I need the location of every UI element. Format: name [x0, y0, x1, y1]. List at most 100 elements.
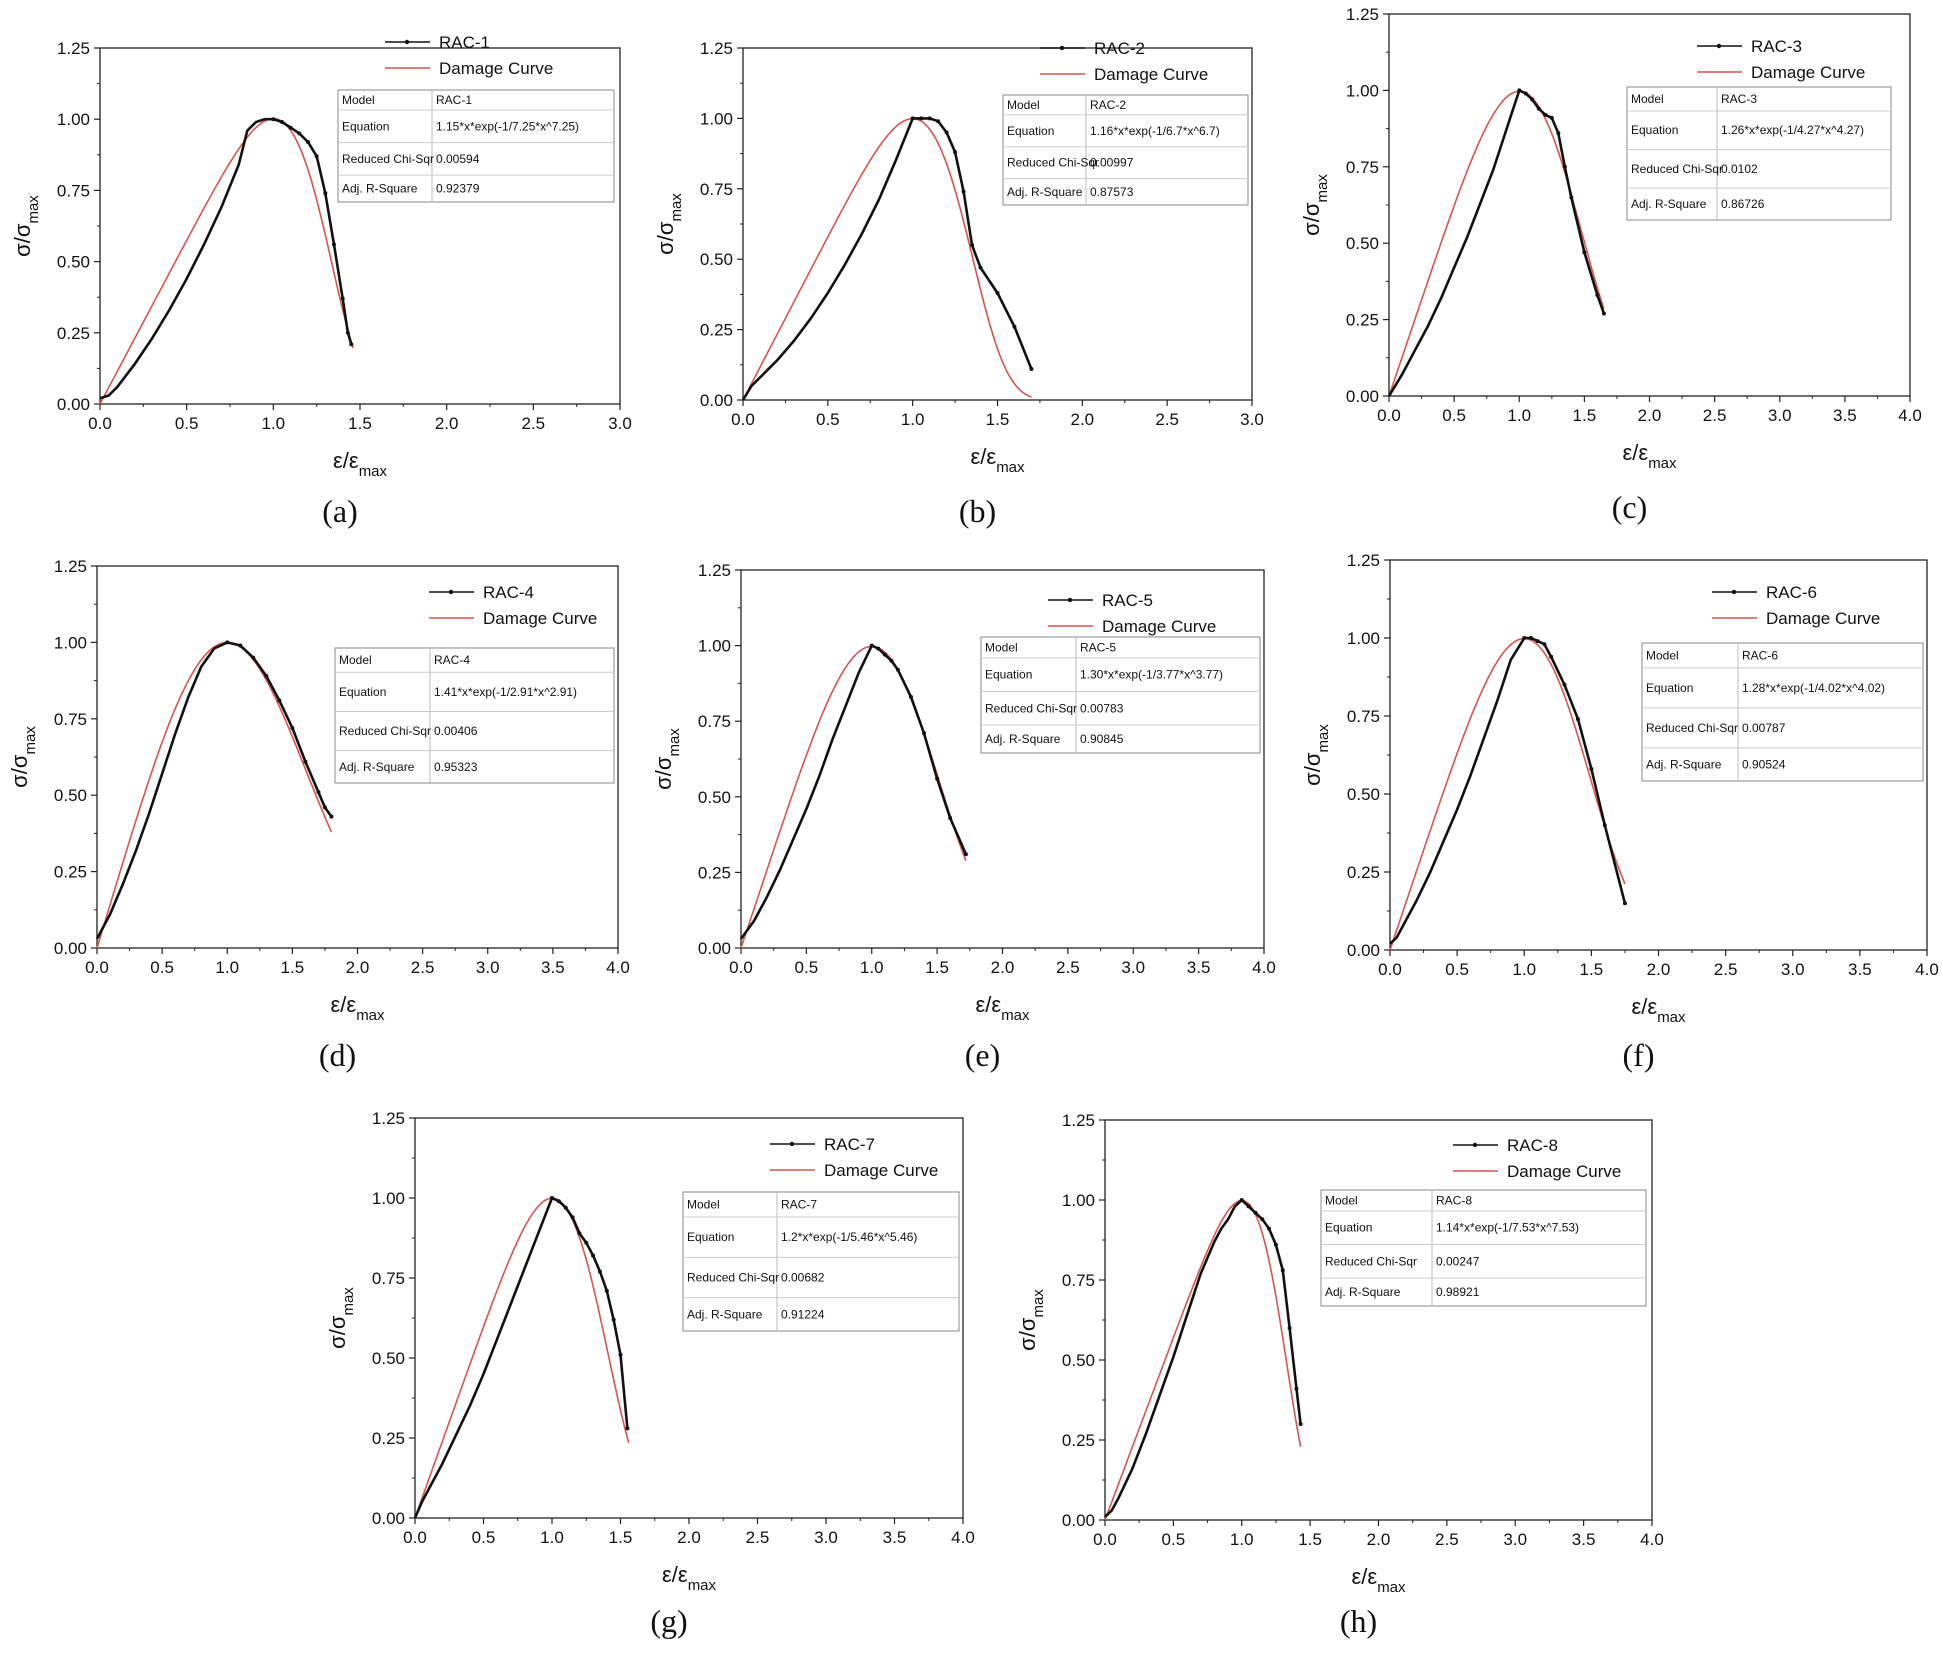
y-tick-label: 0.50 [372, 1349, 405, 1368]
stats-row-value: 0.00682 [781, 1270, 825, 1284]
y-axis-title-sub: max [1314, 174, 1331, 203]
x-tick-label: 1.5 [1573, 406, 1597, 425]
y-tick-label: 0.75 [372, 1269, 405, 1288]
x-tick-label: 3.0 [1781, 960, 1805, 979]
legend-label-series: RAC-3 [1751, 37, 1802, 56]
legend-marker [404, 39, 410, 45]
data-point [1549, 654, 1554, 659]
y-tick-label: 0.50 [57, 253, 90, 272]
x-axis-title-main: ε/ε [330, 992, 356, 1017]
y-tick-label: 0.00 [700, 391, 733, 410]
y-tick-label: 0.25 [1062, 1431, 1095, 1450]
data-point [936, 119, 941, 124]
stats-row-value: RAC-7 [781, 1198, 817, 1212]
x-tick-label: 2.0 [1647, 960, 1671, 979]
legend-label-damage: Damage Curve [824, 1161, 938, 1180]
data-point [306, 139, 310, 144]
data-point [591, 1253, 596, 1258]
stats-row-label: Reduced Chi-Sqr [1007, 156, 1099, 170]
stats-row-label: Model [1646, 648, 1679, 662]
data-point [908, 695, 913, 700]
y-tick-label: 0.25 [1346, 311, 1379, 330]
y-axis-title: σ/σmax [7, 726, 39, 788]
y-tick-label: 0.75 [698, 712, 731, 731]
y-tick-label: 1.25 [698, 561, 731, 580]
data-point [604, 1288, 609, 1293]
data-point [948, 815, 953, 820]
x-tick-label: 2.5 [1435, 1530, 1459, 1549]
y-tick-label: 0.50 [1346, 234, 1379, 253]
data-point [1523, 91, 1528, 96]
x-tick-label: 0.5 [795, 958, 819, 977]
y-tick-label: 1.00 [1347, 629, 1380, 648]
x-axis-title: ε/εmax [662, 1562, 717, 1594]
data-point [271, 117, 276, 122]
data-point [297, 131, 302, 136]
data-point [1562, 682, 1567, 687]
data-point [340, 296, 345, 301]
data-point [225, 640, 230, 645]
data-point [238, 643, 243, 648]
data-point [288, 125, 293, 130]
data-point [280, 120, 284, 125]
y-tick-label: 0.75 [1062, 1271, 1095, 1290]
data-point [953, 150, 958, 155]
stats-row-label: Reduced Chi-Sqr [339, 724, 431, 738]
x-tick-label: 0.0 [88, 414, 112, 433]
stats-table-border [1320, 1189, 1647, 1307]
data-point [1294, 1386, 1299, 1391]
data-point [1549, 115, 1554, 120]
legend-marker [1472, 1142, 1478, 1148]
y-axis-title-sub: max [1030, 1289, 1047, 1318]
data-point [290, 725, 295, 730]
data-point [625, 1426, 630, 1431]
stats-table-border [337, 89, 615, 203]
stats-row-value: RAC-6 [1742, 648, 1778, 662]
y-tick-label: 0.00 [1346, 387, 1379, 406]
x-tick-label: 0.5 [175, 414, 199, 433]
stats-row-label: Equation [1646, 681, 1693, 695]
y-axis-title-main: σ/σ [1015, 1317, 1040, 1351]
x-axis-title-sub: max [1001, 1007, 1030, 1024]
x-tick-label: 0.5 [150, 958, 174, 977]
x-axis-title-sub: max [688, 1577, 717, 1594]
chart-panel-6: 0.0 0.5 1.0 1.5 2.0 2.5 3.0 3.5 4.0 0.00 0.25 0.50 0… [1300, 551, 1939, 1073]
data-point [1595, 293, 1600, 298]
x-tick-label: 3.0 [1121, 958, 1145, 977]
y-tick-label: 1.25 [700, 39, 733, 58]
stats-row-label: Model [985, 640, 1018, 654]
data-point [597, 1269, 602, 1274]
data-point [329, 814, 334, 819]
x-tick-label: 1.0 [215, 958, 239, 977]
data-point [869, 643, 874, 648]
data-point [618, 1352, 623, 1357]
x-tick-label: 2.5 [1155, 410, 1179, 429]
legend-label-damage: Damage Curve [1094, 65, 1208, 84]
series-line [739, 644, 968, 940]
y-tick-label: 0.25 [372, 1429, 405, 1448]
legend-marker [1059, 45, 1065, 51]
data-point [1536, 106, 1541, 111]
y-tick-label: 0.00 [54, 939, 87, 958]
x-tick-label: 3.0 [608, 414, 632, 433]
y-tick-label: 1.00 [1062, 1191, 1095, 1210]
x-tick-label: 1.5 [925, 958, 949, 977]
x-tick-label: 1.0 [540, 1528, 564, 1547]
stats-row-value: RAC-2 [1090, 98, 1126, 112]
x-tick-label: 1.0 [262, 414, 286, 433]
x-tick-label: 3.0 [1503, 1530, 1527, 1549]
stats-row-value: 1.2*x*exp(-1/5.46*x^5.46) [781, 1230, 917, 1244]
x-tick-label: 2.5 [1056, 958, 1080, 977]
y-tick-label: 1.25 [372, 1109, 405, 1128]
stats-row-value: RAC-4 [434, 653, 470, 667]
y-tick-label: 1.25 [1346, 5, 1379, 24]
x-tick-label: 2.5 [522, 414, 546, 433]
legend-label-damage: Damage Curve [1766, 609, 1880, 628]
data-point [889, 658, 894, 663]
x-tick-label: 2.0 [346, 958, 370, 977]
x-tick-label: 3.5 [1572, 1530, 1596, 1549]
y-tick-label: 0.50 [698, 788, 731, 807]
data-point [1528, 636, 1533, 640]
y-tick-label: 0.75 [1346, 158, 1379, 177]
x-axis-title: ε/εmax [330, 992, 385, 1024]
